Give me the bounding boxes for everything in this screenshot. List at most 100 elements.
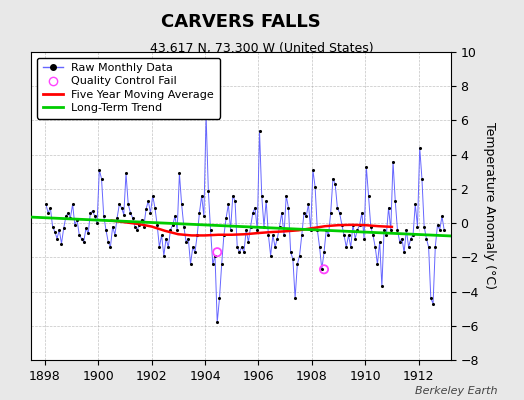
Point [427, 295, 435, 302]
Point [255, 128, 264, 134]
Point [217, 261, 226, 267]
Point [222, 215, 231, 221]
Point [148, 192, 157, 199]
Point [198, 192, 206, 199]
Point [86, 210, 95, 216]
Point [160, 252, 168, 259]
Point [202, 112, 210, 118]
Point [300, 210, 308, 216]
Point [44, 210, 52, 216]
Point [326, 210, 335, 216]
Point [53, 235, 61, 242]
Point [271, 244, 279, 250]
Point [200, 213, 208, 220]
Point [422, 235, 431, 242]
Point [296, 252, 304, 259]
Point [320, 249, 328, 255]
Point [173, 227, 181, 233]
Point [71, 222, 79, 228]
Point [342, 244, 351, 250]
Point [153, 222, 161, 228]
Point [195, 210, 204, 216]
Point [398, 235, 406, 242]
Point [320, 266, 328, 272]
Point [119, 211, 128, 218]
Point [287, 249, 295, 255]
Point [228, 192, 237, 199]
Point [189, 244, 197, 250]
Text: Berkeley Earth: Berkeley Earth [416, 386, 498, 396]
Point [95, 167, 104, 173]
Point [246, 223, 255, 230]
Point [257, 192, 266, 199]
Point [340, 232, 348, 238]
Point [193, 232, 201, 238]
Point [237, 244, 246, 250]
Point [80, 239, 88, 245]
Point [242, 227, 250, 233]
Point [393, 227, 401, 233]
Point [180, 223, 188, 230]
Point [124, 201, 133, 208]
Point [337, 222, 346, 228]
Point [73, 216, 81, 223]
Point [64, 210, 72, 216]
Point [102, 227, 110, 233]
Point [139, 223, 148, 230]
Point [278, 210, 286, 216]
Point [97, 176, 106, 182]
Point [346, 244, 355, 250]
Point [66, 215, 74, 221]
Point [62, 213, 70, 220]
Point [144, 198, 152, 204]
Point [115, 201, 124, 208]
Point [42, 201, 50, 208]
Point [402, 227, 411, 233]
Point [355, 222, 364, 228]
Title: CARVERS FALLS: CARVERS FALLS [161, 13, 321, 31]
Point [269, 232, 277, 238]
Point [231, 198, 239, 204]
Point [353, 227, 362, 233]
Point [178, 201, 186, 208]
Point [84, 230, 92, 236]
Point [151, 204, 159, 211]
Point [311, 184, 319, 190]
Point [108, 223, 117, 230]
Point [440, 227, 449, 233]
Point [60, 225, 68, 232]
Point [164, 244, 172, 250]
Point [378, 283, 386, 290]
Point [420, 223, 428, 230]
Point [213, 319, 222, 326]
Point [171, 213, 179, 220]
Point [244, 239, 253, 245]
Point [273, 235, 281, 242]
Point [409, 232, 417, 238]
Point [315, 244, 324, 250]
Point [400, 249, 408, 255]
Point [389, 158, 397, 165]
Point [293, 261, 301, 267]
Point [75, 232, 83, 238]
Point [113, 215, 121, 221]
Point [329, 176, 337, 182]
Point [106, 244, 115, 250]
Point [111, 232, 119, 238]
Point [266, 252, 275, 259]
Point [433, 222, 442, 228]
Point [48, 223, 57, 230]
Point [385, 204, 393, 211]
Point [307, 227, 315, 233]
Point [431, 244, 440, 250]
Point [416, 145, 424, 151]
Point [220, 232, 228, 238]
Point [349, 222, 357, 228]
Point [240, 249, 248, 255]
Point [391, 198, 399, 204]
Point [367, 223, 375, 230]
Point [376, 239, 384, 245]
Point [264, 232, 272, 238]
Point [135, 222, 144, 228]
Point [215, 295, 224, 302]
